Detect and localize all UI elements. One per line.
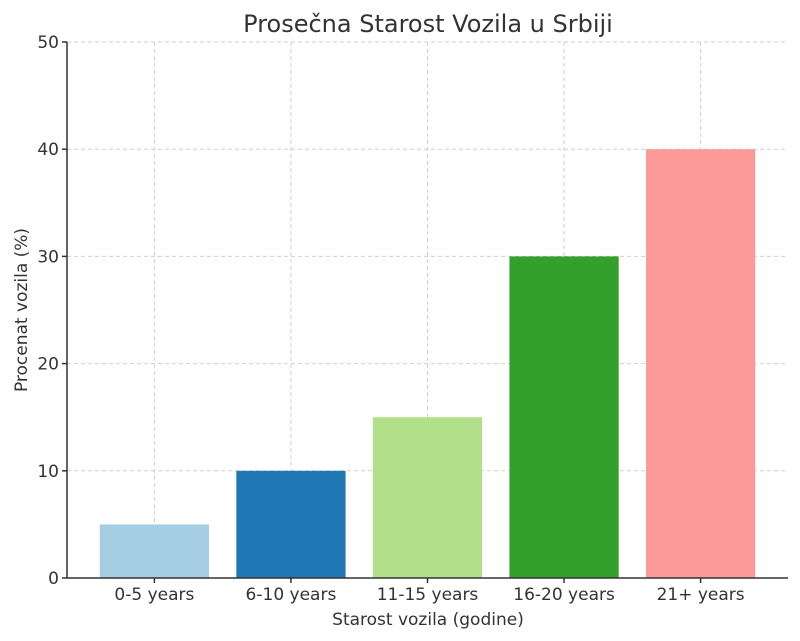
bar-0-5-years (99, 524, 210, 578)
bar-11-15-years (372, 417, 483, 578)
x-tick-label: 11-15 years (377, 585, 479, 605)
bar-16-20-years (509, 256, 619, 578)
x-tick-label: 16-20 years (513, 585, 615, 605)
chart-title: Prosečna Starost Vozila u Srbiji (243, 10, 613, 38)
bar-21-years (645, 149, 756, 578)
y-tick-label: 0 (48, 569, 59, 589)
y-tick-label: 20 (37, 355, 59, 375)
x-tick-label: 0-5 years (114, 585, 194, 605)
x-tick-label: 6-10 years (246, 585, 337, 605)
x-axis-label: Starost vozila (godine) (332, 610, 524, 630)
y-tick-label: 50 (37, 33, 59, 53)
axes: 0 10 20 30 40 50 0-5 years 6-10 years 11-15 year… (37, 33, 788, 605)
bars (99, 149, 756, 578)
y-tick-label: 30 (37, 247, 59, 267)
y-tick-label: 10 (37, 462, 59, 482)
y-tick-label: 40 (37, 140, 59, 160)
bar-6-10-years (236, 470, 346, 578)
y-axis-label: Procenat vozila (%) (12, 228, 32, 392)
x-tick-label: 21+ years (657, 585, 745, 605)
